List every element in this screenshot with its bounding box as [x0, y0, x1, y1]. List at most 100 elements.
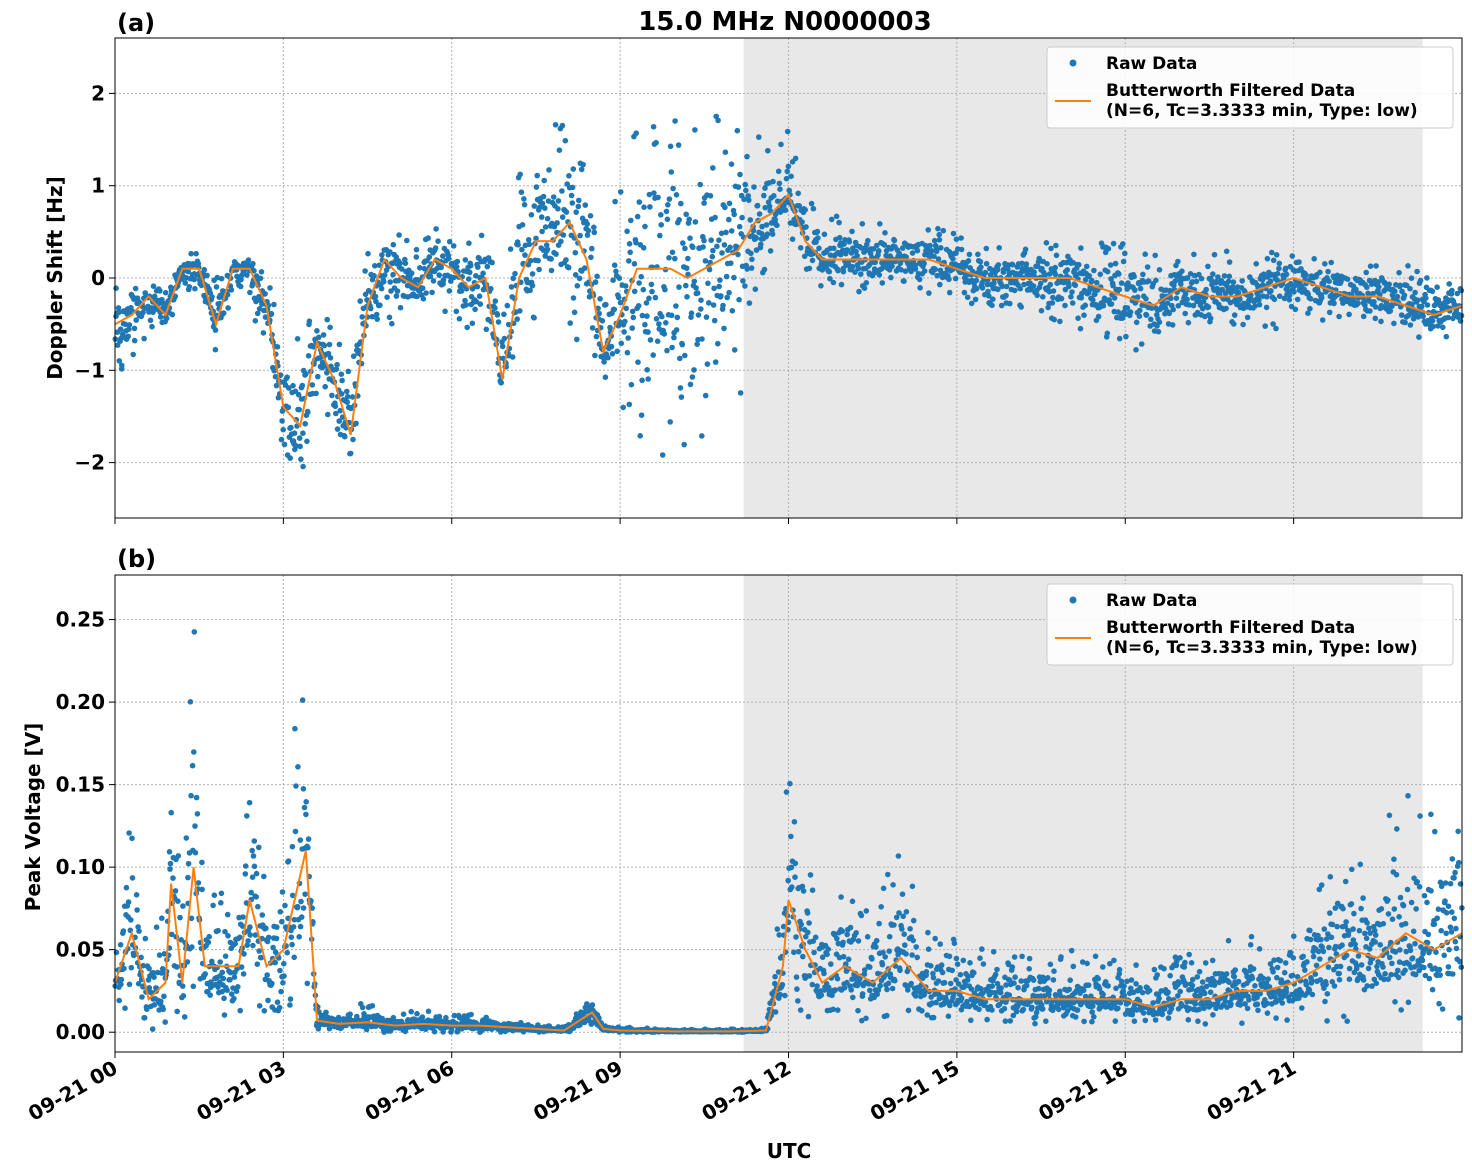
raw-data-point	[159, 966, 166, 972]
raw-data-point	[129, 875, 136, 881]
raw-data-point	[347, 450, 354, 457]
raw-data-point	[1165, 1015, 1172, 1021]
raw-data-point	[889, 985, 896, 992]
raw-data-point	[125, 899, 132, 905]
raw-data-point	[1229, 284, 1236, 290]
raw-data-point	[333, 410, 339, 417]
raw-data-point	[335, 1014, 342, 1021]
raw-data-point	[1068, 294, 1074, 300]
raw-data-point	[1136, 313, 1143, 320]
raw-data-point	[381, 1029, 387, 1035]
raw-data-point	[900, 913, 906, 920]
raw-data-point	[1336, 313, 1342, 320]
raw-data-point	[958, 235, 964, 241]
raw-data-point	[1153, 277, 1159, 284]
raw-data-point	[1167, 287, 1173, 294]
raw-data-point	[1264, 294, 1270, 300]
raw-data-point	[1271, 296, 1278, 303]
raw-data-point	[1203, 286, 1209, 293]
raw-data-point	[667, 419, 673, 425]
raw-data-point	[784, 168, 791, 175]
raw-data-point	[1011, 954, 1018, 960]
raw-data-point	[1140, 271, 1146, 278]
raw-data-point	[1032, 1020, 1038, 1027]
raw-data-point	[126, 981, 133, 988]
raw-data-point	[221, 1012, 228, 1018]
raw-data-point	[287, 455, 294, 461]
raw-data-point	[947, 1002, 953, 1009]
raw-data-point	[183, 835, 190, 841]
raw-data-point	[217, 959, 223, 965]
raw-data-point	[1175, 258, 1181, 265]
raw-data-point	[711, 285, 717, 292]
raw-data-point	[300, 905, 307, 911]
raw-data-point	[1302, 967, 1308, 973]
raw-data-point	[174, 1008, 180, 1015]
raw-data-point	[247, 289, 253, 296]
raw-data-point	[679, 341, 686, 348]
raw-data-point	[1458, 287, 1465, 294]
raw-data-point	[788, 833, 794, 840]
raw-data-point	[940, 227, 947, 234]
raw-data-point	[804, 910, 811, 916]
raw-data-point	[429, 289, 435, 296]
raw-data-point	[472, 306, 478, 313]
raw-data-point	[1142, 1017, 1149, 1024]
raw-data-point	[1403, 282, 1410, 289]
raw-data-point	[1012, 974, 1018, 980]
raw-data-point	[1171, 282, 1177, 289]
raw-data-point	[1007, 1018, 1014, 1024]
raw-data-point	[1118, 280, 1125, 286]
raw-data-point	[534, 172, 540, 179]
raw-data-point	[971, 970, 977, 976]
raw-data-point	[1089, 1018, 1095, 1025]
raw-data-point	[1057, 988, 1063, 995]
raw-data-point	[994, 266, 1001, 273]
raw-data-point	[120, 928, 127, 934]
raw-data-point	[1069, 289, 1075, 295]
raw-data-point	[731, 347, 738, 353]
raw-data-point	[265, 934, 272, 941]
raw-data-point	[735, 184, 742, 190]
raw-data-point	[698, 297, 704, 304]
raw-data-point	[886, 933, 893, 940]
raw-data-point	[510, 275, 516, 282]
raw-data-point	[903, 909, 910, 915]
raw-data-point	[298, 898, 304, 905]
raw-data-point	[931, 253, 937, 260]
raw-data-point	[682, 352, 688, 359]
raw-data-point	[833, 213, 840, 220]
raw-data-point	[1151, 966, 1158, 973]
raw-data-point	[1045, 975, 1051, 981]
raw-data-point	[170, 875, 176, 881]
raw-data-point	[702, 392, 709, 399]
raw-data-point	[594, 273, 600, 280]
raw-data-point	[245, 257, 252, 263]
raw-data-point	[897, 967, 903, 974]
raw-data-point	[464, 324, 471, 331]
raw-data-point	[798, 921, 804, 928]
raw-data-point	[1389, 303, 1395, 309]
raw-data-point	[1064, 1008, 1071, 1014]
raw-data-point	[947, 980, 954, 987]
raw-data-point	[1372, 304, 1379, 310]
raw-data-point	[138, 954, 144, 961]
raw-data-point	[855, 265, 862, 271]
raw-data-point	[1146, 987, 1153, 994]
raw-data-point	[872, 259, 878, 266]
raw-data-point	[1304, 959, 1310, 965]
raw-data-point	[842, 237, 848, 243]
raw-data-point	[1454, 290, 1461, 297]
raw-data-point	[837, 251, 844, 258]
raw-data-point	[1030, 283, 1037, 289]
raw-data-point	[298, 456, 304, 463]
raw-data-point	[637, 433, 643, 439]
raw-data-point	[747, 217, 754, 223]
raw-data-point	[568, 192, 575, 199]
raw-data-point	[250, 942, 256, 949]
raw-data-point	[199, 859, 205, 866]
raw-data-point	[678, 200, 684, 207]
raw-data-point	[142, 935, 149, 942]
raw-data-point	[533, 235, 539, 242]
raw-data-point	[448, 278, 454, 285]
